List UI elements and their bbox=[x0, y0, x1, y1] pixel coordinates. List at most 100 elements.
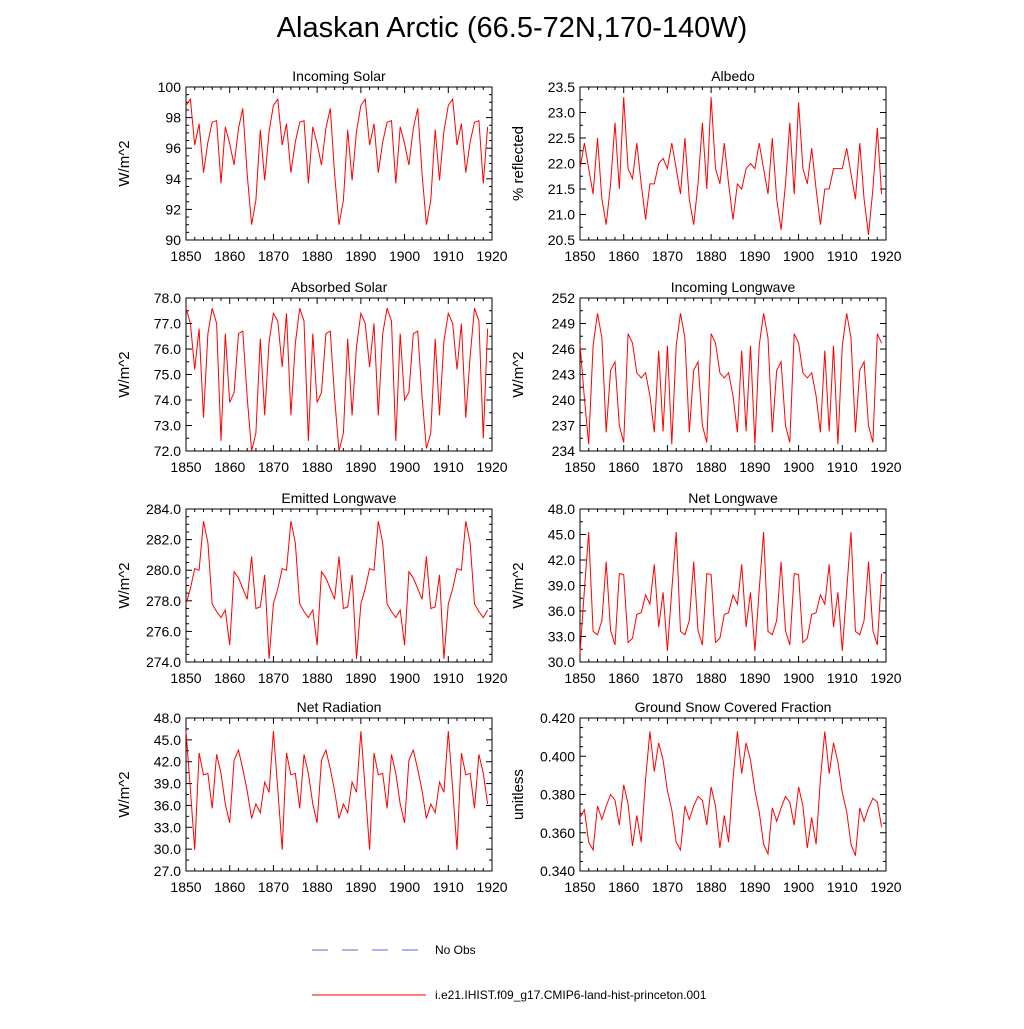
panel-2-ytick-label: 22.0 bbox=[548, 156, 575, 172]
panel-7-ylabel: W/m^2 bbox=[116, 771, 133, 817]
panel-4-ytick-label: 246 bbox=[552, 341, 576, 357]
panel-6-xtick-label: 1920 bbox=[870, 670, 901, 686]
panel-4-title: Incoming Longwave bbox=[671, 279, 796, 295]
panel-1-xtick-label: 1870 bbox=[258, 248, 289, 264]
panel-4-xtick-label: 1880 bbox=[696, 459, 727, 475]
panel-5-xtick-label: 1860 bbox=[214, 670, 245, 686]
panel-7-xtick-label: 1850 bbox=[170, 879, 201, 895]
panel-3-ytick-label: 77.0 bbox=[154, 316, 181, 332]
panel-4-ylabel: W/m^2 bbox=[510, 351, 527, 397]
panel-7-ytick-label: 48.0 bbox=[154, 710, 181, 726]
panel-2-ytick-label: 23.5 bbox=[548, 79, 575, 95]
panel-7-ytick-label: 33.0 bbox=[154, 819, 181, 835]
panel-1-ytick-label: 96 bbox=[165, 140, 181, 156]
panel-7-xtick-label: 1920 bbox=[476, 879, 507, 895]
panel-5-ytick-label: 276.0 bbox=[146, 623, 181, 639]
panel-1-ytick-label: 98 bbox=[165, 110, 181, 126]
panel-1-ytick-label: 94 bbox=[165, 171, 181, 187]
panel-2-xtick-label: 1880 bbox=[696, 248, 727, 264]
panel-6-xtick-label: 1870 bbox=[652, 670, 683, 686]
panel-5-frame bbox=[185, 508, 493, 663]
panel-4-ytick-label: 252 bbox=[552, 290, 576, 306]
panel-4-ytick-label: 240 bbox=[552, 392, 576, 408]
panel-6-series-line bbox=[579, 531, 883, 654]
panel-2-ytick-label: 23.0 bbox=[548, 105, 575, 121]
panel-3-xtick-label: 1900 bbox=[389, 459, 420, 475]
panel-5-xtick-label: 1870 bbox=[258, 670, 289, 686]
panel-8-ytick-label: 0.380 bbox=[540, 787, 575, 803]
panel-4-xtick-label: 1920 bbox=[870, 459, 901, 475]
panel-7-xtick-label: 1900 bbox=[389, 879, 420, 895]
panel-5-xtick-label: 1920 bbox=[476, 670, 507, 686]
panel-7-xtick-label: 1910 bbox=[433, 879, 464, 895]
panel-5-title: Emitted Longwave bbox=[281, 490, 396, 506]
panel-8-xtick-label: 1870 bbox=[652, 879, 683, 895]
panel-6-xtick-label: 1890 bbox=[739, 670, 770, 686]
panel-3-series-line bbox=[185, 308, 489, 452]
panel-7-xtick-label: 1870 bbox=[258, 879, 289, 895]
panel-3-ytick-label: 78.0 bbox=[154, 290, 181, 306]
panel-6-ytick-label: 30.0 bbox=[548, 654, 575, 670]
panel-2-xtick-label: 1900 bbox=[783, 248, 814, 264]
panel-8-xtick-label: 1850 bbox=[564, 879, 595, 895]
panel-5-series-line bbox=[185, 521, 489, 659]
panel-6-ytick-label: 39.0 bbox=[548, 578, 575, 594]
panel-2-ytick-label: 21.5 bbox=[548, 181, 575, 197]
panel-2-ytick-label: 22.5 bbox=[548, 130, 575, 146]
panel-1-ytick-label: 90 bbox=[165, 232, 181, 248]
panel-1-frame bbox=[185, 86, 493, 241]
panel-3-xtick-label: 1880 bbox=[302, 459, 333, 475]
panel-1-ytick-label: 100 bbox=[158, 79, 182, 95]
panel-6-xtick-label: 1860 bbox=[608, 670, 639, 686]
panel-2-title: Albedo bbox=[711, 68, 755, 84]
panel-1-xtick-label: 1880 bbox=[302, 248, 333, 264]
panel-3-ytick-label: 75.0 bbox=[154, 367, 181, 383]
panel-7-ytick-label: 42.0 bbox=[154, 754, 181, 770]
panel-7-ytick-label: 36.0 bbox=[154, 797, 181, 813]
panel-1-ytick-label: 92 bbox=[165, 201, 181, 217]
panel-3-ytick-label: 72.0 bbox=[154, 443, 181, 459]
panel-2-ylabel: % reflected bbox=[510, 126, 527, 201]
panel-1-xtick-label: 1860 bbox=[214, 248, 245, 264]
panel-6-ytick-label: 45.0 bbox=[548, 527, 575, 543]
panel-7-title: Net Radiation bbox=[297, 699, 382, 715]
panel-8-title: Ground Snow Covered Fraction bbox=[635, 699, 832, 715]
panel-8-xtick-label: 1910 bbox=[827, 879, 858, 895]
panel-4-xtick-label: 1890 bbox=[739, 459, 770, 475]
panel-8-xtick-label: 1890 bbox=[739, 879, 770, 895]
panel-5-ytick-label: 278.0 bbox=[146, 593, 181, 609]
panel-5-xtick-label: 1890 bbox=[345, 670, 376, 686]
panel-4-xtick-label: 1860 bbox=[608, 459, 639, 475]
panel-7-ytick-label: 30.0 bbox=[154, 841, 181, 857]
panel-2-xtick-label: 1870 bbox=[652, 248, 683, 264]
panel-3-xtick-label: 1890 bbox=[345, 459, 376, 475]
panel-3-xtick-label: 1920 bbox=[476, 459, 507, 475]
panel-2-series-line bbox=[579, 97, 883, 235]
panel-3-xtick-label: 1850 bbox=[170, 459, 201, 475]
panel-4-ytick-label: 234 bbox=[552, 443, 576, 459]
panel-4-ytick-label: 243 bbox=[552, 367, 576, 383]
panel-6-ytick-label: 36.0 bbox=[548, 603, 575, 619]
panel-7-ytick-label: 39.0 bbox=[154, 776, 181, 792]
panel-5-xtick-label: 1910 bbox=[433, 670, 464, 686]
panel-4-xtick-label: 1910 bbox=[827, 459, 858, 475]
panel-7-xtick-label: 1860 bbox=[214, 879, 245, 895]
panel-5-ytick-label: 274.0 bbox=[146, 654, 181, 670]
panel-1-title: Incoming Solar bbox=[292, 68, 386, 84]
panel-4-frame bbox=[579, 297, 887, 452]
panel-5-ytick-label: 282.0 bbox=[146, 532, 181, 548]
panel-6-xtick-label: 1910 bbox=[827, 670, 858, 686]
panel-5-ytick-label: 284.0 bbox=[146, 501, 181, 517]
panel-4-xtick-label: 1900 bbox=[783, 459, 814, 475]
panel-2-ytick-label: 21.0 bbox=[548, 207, 575, 223]
panel-3-xtick-label: 1860 bbox=[214, 459, 245, 475]
panel-1-xtick-label: 1920 bbox=[476, 248, 507, 264]
panel-4-ytick-label: 237 bbox=[552, 418, 576, 434]
panel-5-xtick-label: 1900 bbox=[389, 670, 420, 686]
panel-1-xtick-label: 1900 bbox=[389, 248, 420, 264]
panel-2-xtick-label: 1910 bbox=[827, 248, 858, 264]
panel-1-xtick-label: 1850 bbox=[170, 248, 201, 264]
panel-7-xtick-label: 1880 bbox=[302, 879, 333, 895]
panel-3-ylabel: W/m^2 bbox=[116, 351, 133, 397]
